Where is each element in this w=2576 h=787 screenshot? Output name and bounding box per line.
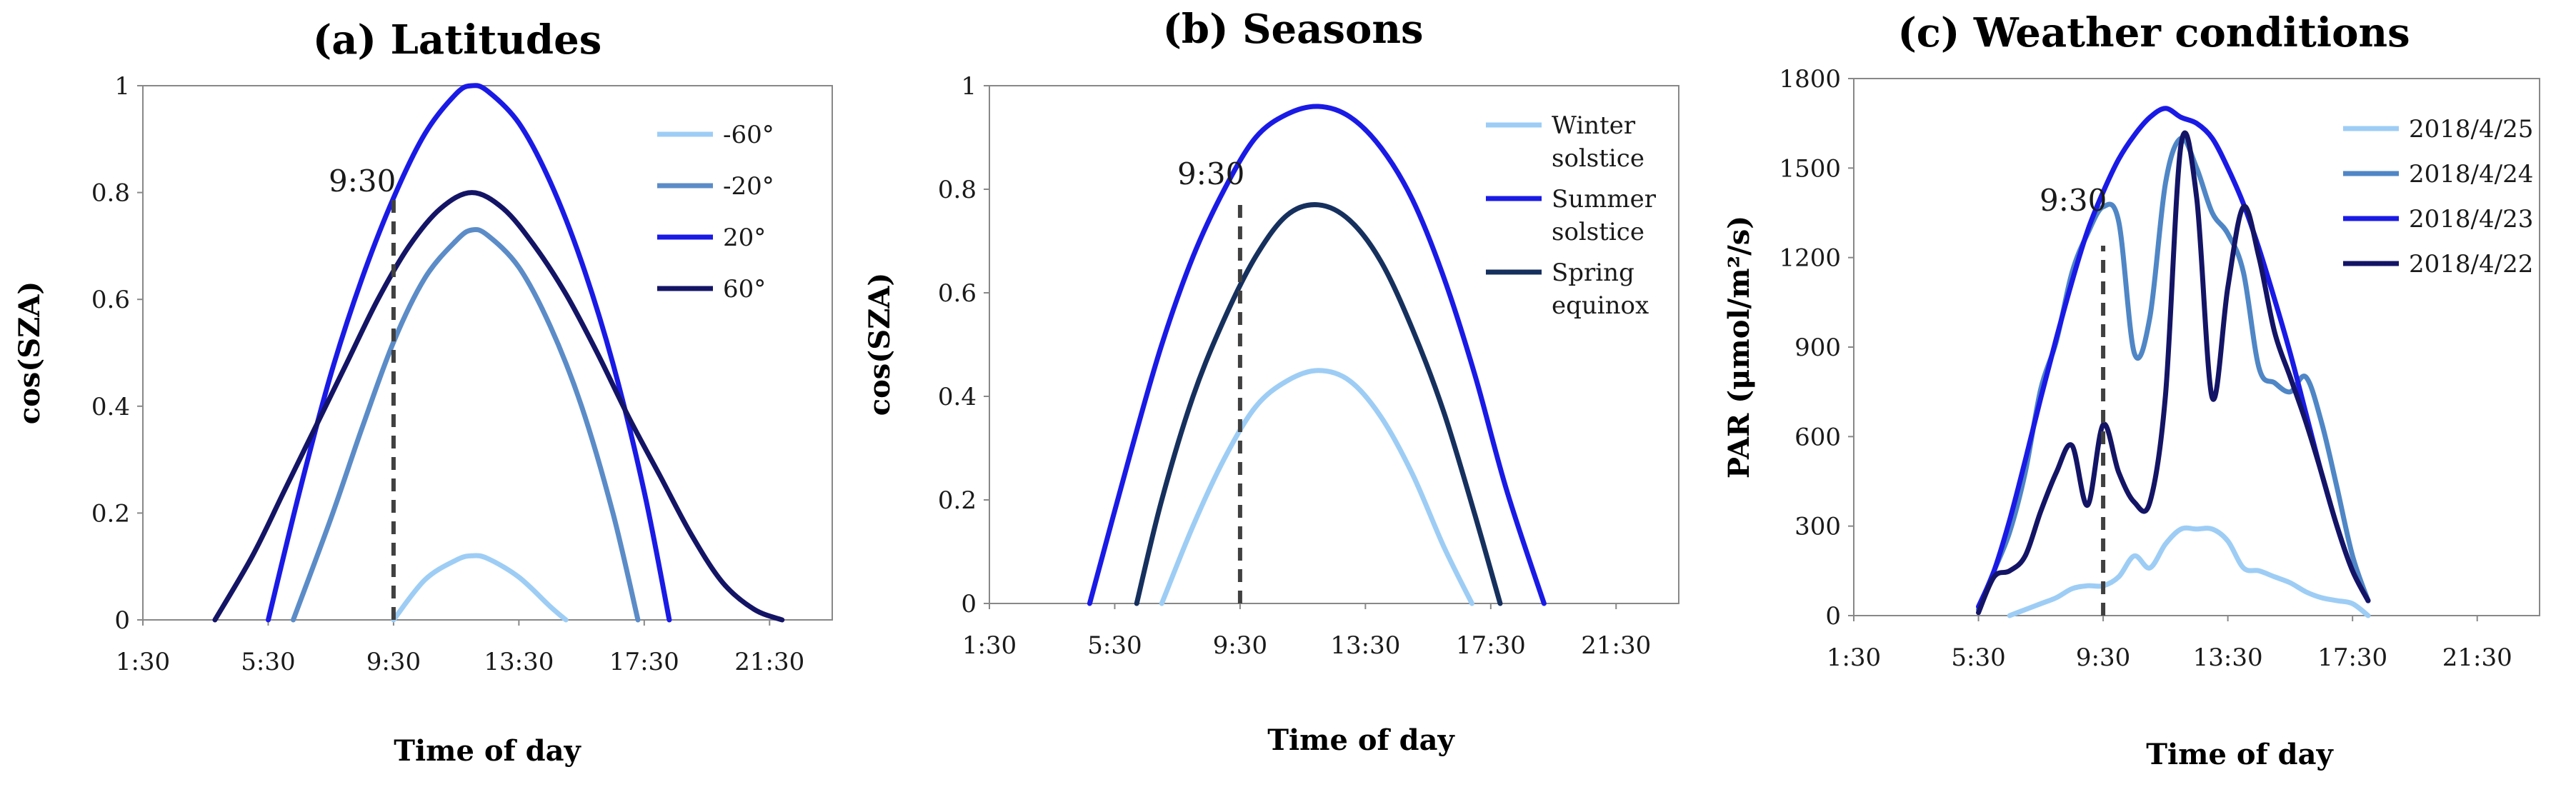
x-tick-label: 21:30: [2442, 643, 2512, 672]
legend-label-1: -60°: [723, 121, 774, 149]
y-tick-label: 300: [1794, 513, 1841, 541]
plot-area-frame: [1853, 78, 2540, 616]
y-tick-label: 0.2: [91, 499, 130, 528]
legend: -60° -20° 20° 60°: [657, 121, 774, 304]
panel-latitudes: (a) Latitudes 0 0.2 0.4 0.6 0.8 1 1:30 5:30 9:3…: [13, 16, 833, 768]
x-tick-label: 9:30: [1213, 631, 1267, 660]
legend-label-4: 60°: [723, 275, 766, 304]
y-tick-label: 0: [1825, 602, 1841, 631]
x-tick-label: 13:30: [484, 648, 554, 676]
legend: Winter solstice Summer solstice Spring equino…: [1486, 111, 1657, 320]
y-axis-label: cos(SZA): [13, 281, 46, 425]
x-tick-label: 1:30: [116, 648, 170, 676]
chart-title: (c) Weather conditions: [1897, 9, 2410, 56]
y-tick-label: 1: [961, 72, 977, 101]
x-tick-label: 13:30: [1330, 631, 1400, 660]
series-lines: [212, 83, 785, 623]
x-axis-label: Time of day: [2146, 738, 2334, 771]
chart-title: (a) Latitudes: [313, 16, 601, 64]
legend-label-3: Spring: [1552, 259, 1634, 287]
y-tick-label: 900: [1794, 334, 1841, 362]
legend: 2018/4/25 2018/4/24 2018/4/23 2018/4/22: [2343, 115, 2533, 279]
y-tick-label: 0: [114, 606, 130, 635]
legend-label-1: Winter: [1552, 111, 1636, 140]
series-line-4: [212, 190, 785, 623]
legend-label-4: 2018/4/22: [2409, 250, 2533, 279]
plot-area-frame: [989, 85, 1679, 604]
x-tick-label: 13:30: [2193, 643, 2263, 672]
y-axis-label: PAR (μmol/m²/s): [1722, 216, 1756, 478]
x-tick-label: 21:30: [734, 648, 804, 676]
panel-seasons: (b) Seasons 00.20.40.60.81 1:30 5:30 9:30 1…: [863, 6, 1679, 757]
x-tick-label: 1:30: [962, 631, 1017, 660]
x-axis-ticks: 1:30 5:30 9:30 13:30 17:30 21:30: [1827, 616, 2512, 672]
legend-label-3: 20°: [723, 224, 766, 252]
chart-title: (b) Seasons: [1162, 6, 1423, 53]
reference-label: 9:30: [2040, 183, 2107, 218]
legend-label-3: 2018/4/23: [2409, 205, 2533, 234]
series-line-2: [1976, 136, 2371, 613]
legend-label-1: 2018/4/25: [2409, 115, 2533, 144]
x-tick-label: 5:30: [241, 648, 295, 676]
y-tick-label: 0: [961, 590, 977, 618]
series-line-2: [1087, 104, 1547, 606]
series-line-4: [1976, 130, 2371, 616]
y-axis-ticks: 0 0.2 0.4 0.6 0.8 1: [938, 72, 989, 618]
x-axis-ticks: 1:30 5:30 9:30 13:30 17:30 21:30: [116, 620, 804, 676]
x-tick-label: 17:30: [1456, 631, 1526, 660]
x-tick-label: 9:30: [2076, 643, 2130, 672]
series-line-3: [1976, 106, 2371, 609]
y-tick-label: 1800: [1779, 65, 1841, 94]
y-axis-ticks: 0 300 600 900 1200 1500 1800: [1779, 65, 1854, 631]
x-axis-ticks: 1:30 5:30 9:30 13:30 17:30 21:30: [962, 603, 1651, 660]
legend-label-2: solstice: [1552, 218, 1644, 246]
y-tick-label: 1500: [1779, 154, 1841, 183]
y-tick-label: 0.4: [938, 383, 977, 411]
legend-label-2: -20°: [723, 172, 774, 201]
reference-label: 9:30: [329, 164, 396, 199]
y-axis-label: cos(SZA): [863, 273, 897, 416]
legend-label-2: Summer: [1552, 185, 1657, 214]
x-tick-label: 1:30: [1827, 643, 1881, 672]
y-tick-label: 0.8: [938, 176, 977, 204]
x-tick-label: 17:30: [2317, 643, 2387, 672]
series-line-1: [1159, 368, 1474, 606]
y-tick-label: 600: [1794, 423, 1841, 451]
panel-weather-conditions: (c) Weather conditions 0 300 600 900 1200 150…: [1722, 9, 2540, 771]
legend-label-2: 2018/4/24: [2409, 160, 2533, 189]
y-tick-label: 0.8: [91, 179, 130, 208]
y-axis-ticks: 0 0.2 0.4 0.6 0.8 1: [91, 72, 143, 635]
x-axis-label: Time of day: [1267, 723, 1455, 757]
legend-label-1: solstice: [1552, 144, 1644, 173]
reference-label: 9:30: [1177, 156, 1244, 191]
y-tick-label: 0.2: [938, 486, 977, 515]
x-tick-label: 21:30: [1581, 631, 1651, 660]
x-axis-label: Time of day: [394, 734, 581, 768]
plot-area-frame: [142, 85, 833, 621]
x-tick-label: 5:30: [1951, 643, 2005, 672]
y-tick-label: 0.6: [938, 279, 977, 308]
y-tick-label: 0.4: [91, 393, 130, 421]
legend-label-3: equinox: [1552, 291, 1649, 320]
series-line-1: [391, 553, 569, 623]
series-lines: [1087, 104, 1547, 606]
x-tick-label: 17:30: [609, 648, 679, 676]
x-tick-label: 9:30: [366, 648, 421, 676]
series-line-3: [266, 83, 672, 623]
series-line-2: [291, 226, 641, 623]
y-tick-label: 1200: [1779, 244, 1841, 273]
series-line-1: [2007, 525, 2371, 618]
x-tick-label: 5:30: [1087, 631, 1142, 660]
y-tick-label: 1: [114, 72, 130, 101]
series-lines: [1976, 106, 2371, 618]
series-line-3: [1134, 202, 1503, 606]
y-tick-label: 0.6: [91, 286, 130, 314]
